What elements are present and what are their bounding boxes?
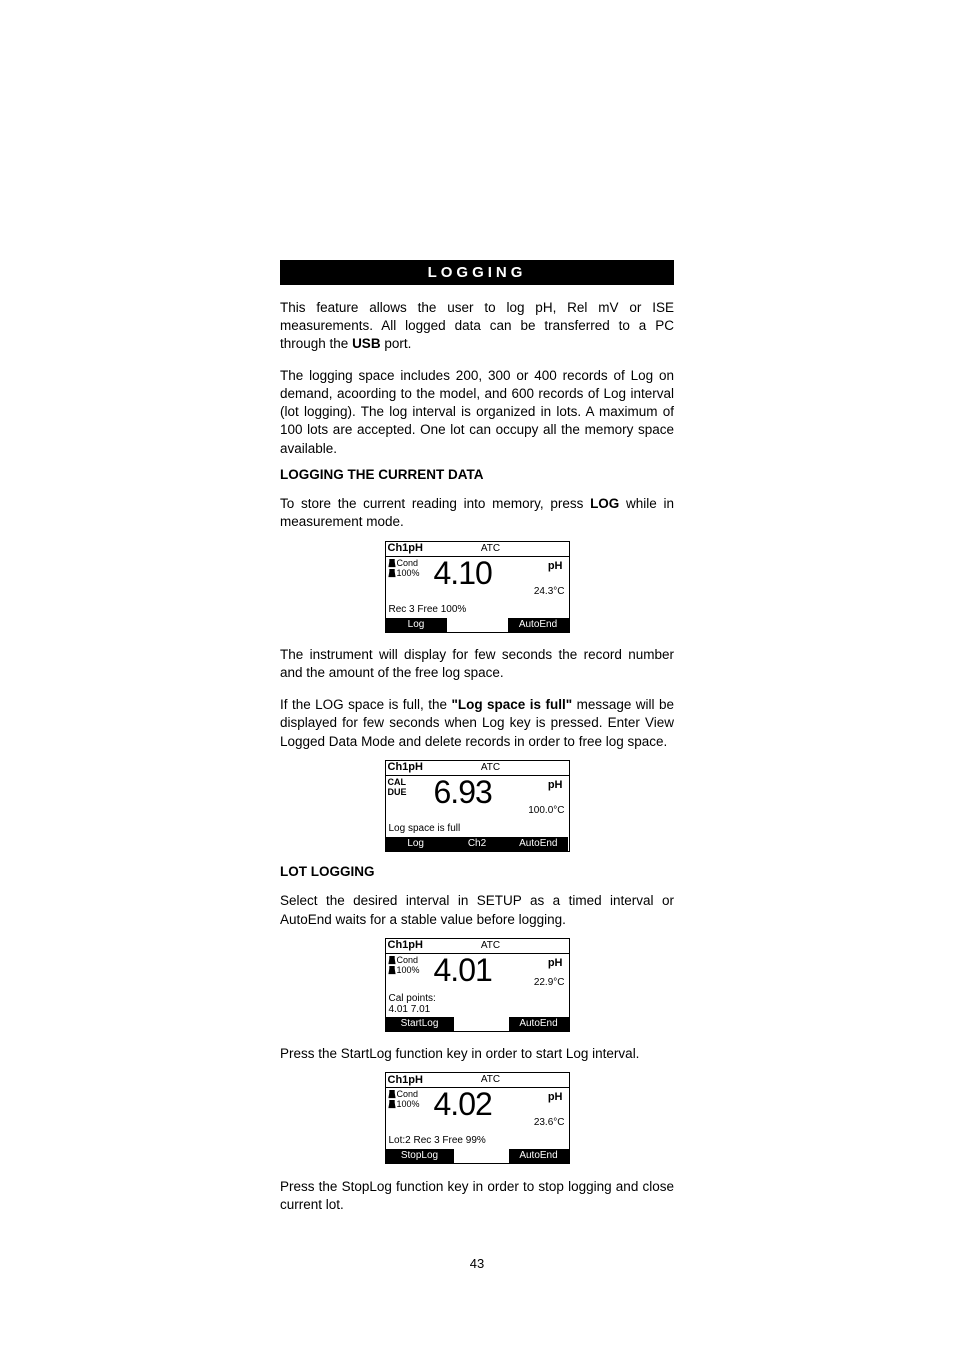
lcd-value: 4.01 — [434, 954, 492, 986]
beaker-icon — [388, 956, 396, 965]
beaker-icon — [388, 569, 396, 578]
paragraph-startlog: Press the StartLog function key in order… — [280, 1045, 674, 1063]
lcd-unit: pH — [548, 1092, 563, 1103]
lcd-screenshot-1: Ch1pH ATC Cond 100% 4.10 pH 24.3°C Rec 3… — [280, 541, 674, 633]
lcd-status: Cal points: 4.01 7.01 — [386, 992, 569, 1017]
lcd-screenshot-3: Ch1pH ATC Cond 100% 4.01 pH 22.9°C Cal p… — [280, 938, 674, 1032]
paragraph-intro: This feature allows the user to log pH, … — [280, 299, 674, 354]
lcd-cal-label: CAL — [388, 777, 407, 787]
lcd-atc: ATC — [443, 544, 539, 554]
lcd-display: Ch1pH ATC CAL DUE 6.93 pH 100.0°C Log sp… — [385, 760, 570, 852]
softkey-log: Log — [386, 837, 446, 851]
text: This feature allows the user to log pH, … — [280, 300, 674, 351]
text: port. — [381, 336, 412, 351]
beaker-icon — [388, 966, 396, 975]
lcd-atc: ATC — [443, 763, 539, 773]
lcd-screenshot-4: Ch1pH ATC Cond 100% 4.02 pH 23.6°C Lot:2… — [280, 1072, 674, 1164]
lcd-status: Rec 3 Free 100% — [386, 603, 569, 618]
lcd-main: Cond 100% 4.10 pH 24.3°C — [386, 557, 569, 603]
lcd-temperature: 24.3°C — [534, 587, 565, 597]
paragraph-record-display: The instrument will display for few seco… — [280, 646, 674, 682]
lcd-cond-label: Cond — [397, 558, 419, 568]
manual-page: LOGGING This feature allows the user to … — [0, 0, 954, 1351]
paragraph-select-interval: Select the desired interval in SETUP as … — [280, 892, 674, 928]
lcd-main: CAL DUE 6.93 pH 100.0°C — [386, 776, 569, 822]
lcd-softkeys: StartLog AutoEnd — [386, 1017, 569, 1031]
lcd-softkeys: Log Ch2 AutoEnd — [386, 837, 569, 851]
lcd-temperature: 23.6°C — [534, 1118, 565, 1128]
softkey-empty — [447, 618, 508, 632]
section-title: LOGGING — [280, 260, 674, 285]
lcd-main: Cond 100% 4.01 pH 22.9°C — [386, 954, 569, 992]
log-key-label: LOG — [590, 496, 619, 511]
usb-label: USB — [352, 336, 381, 351]
lcd-channel: Ch1pH — [386, 762, 443, 773]
text: To store the current reading into memory… — [280, 496, 590, 511]
lcd-unit: pH — [548, 780, 563, 791]
lcd-atc: ATC — [443, 941, 539, 951]
lcd-cal: CAL DUE — [388, 778, 407, 798]
lcd-display: Ch1pH ATC Cond 100% 4.02 pH 23.6°C Lot:2… — [385, 1072, 570, 1164]
softkey-empty — [454, 1149, 509, 1163]
lcd-channel: Ch1pH — [386, 543, 443, 554]
lcd-softkeys: StopLog AutoEnd — [386, 1149, 569, 1163]
lcd-atc: ATC — [443, 1075, 539, 1085]
lcd-display: Ch1pH ATC Cond 100% 4.01 pH 22.9°C Cal p… — [385, 938, 570, 1032]
lcd-unit: pH — [548, 958, 563, 969]
softkey-stoplog: StopLog — [386, 1149, 454, 1163]
paragraph-store: To store the current reading into memory… — [280, 495, 674, 531]
subheading-lot-logging: LOT LOGGING — [280, 864, 674, 879]
lcd-status: Lot:2 Rec 3 Free 99% — [386, 1134, 569, 1149]
softkey-autoend: AutoEnd — [508, 837, 568, 851]
lcd-temperature: 22.9°C — [534, 978, 565, 988]
lcd-cond-label: Cond — [397, 1089, 419, 1099]
softkey-autoend: AutoEnd — [509, 1149, 569, 1163]
softkey-log: Log — [386, 618, 447, 632]
lcd-value: 6.93 — [434, 776, 492, 808]
lcd-screenshot-2: Ch1pH ATC CAL DUE 6.93 pH 100.0°C Log sp… — [280, 760, 674, 852]
text: If the LOG space is full, the — [280, 697, 451, 712]
lcd-unit: pH — [548, 561, 563, 572]
beaker-icon — [388, 1100, 396, 1109]
lcd-cond-pct: 100% — [397, 1099, 420, 1109]
log-full-msg: "Log space is full" — [451, 697, 572, 712]
lcd-softkeys: Log AutoEnd — [386, 618, 569, 632]
lcd-value: 4.10 — [434, 557, 492, 589]
lcd-status: Log space is full — [386, 822, 569, 837]
softkey-autoend: AutoEnd — [508, 618, 569, 632]
lcd-calpoints-label: Cal points: — [389, 993, 436, 1004]
lcd-cond-pct: 100% — [397, 965, 420, 975]
lcd-channel: Ch1pH — [386, 940, 443, 951]
paragraph-space: The logging space includes 200, 300 or 4… — [280, 367, 674, 458]
lcd-due-label: DUE — [388, 787, 407, 797]
lcd-value: 4.02 — [434, 1088, 492, 1120]
lcd-cond: Cond 100% — [388, 956, 420, 976]
lcd-display: Ch1pH ATC Cond 100% 4.10 pH 24.3°C Rec 3… — [385, 541, 570, 633]
paragraph-stoplog: Press the StopLog function key in order … — [280, 1178, 674, 1214]
page-number: 43 — [0, 1256, 954, 1271]
lcd-main: Cond 100% 4.02 pH 23.6°C — [386, 1088, 569, 1134]
beaker-icon — [388, 559, 396, 568]
lcd-calpoints-values: 4.01 7.01 — [389, 1004, 431, 1015]
lcd-channel: Ch1pH — [386, 1075, 443, 1086]
lcd-cond-pct: 100% — [397, 568, 420, 578]
lcd-temperature: 100.0°C — [528, 806, 564, 816]
beaker-icon — [388, 1090, 396, 1099]
softkey-empty — [454, 1017, 509, 1031]
subheading-current-data: LOGGING THE CURRENT DATA — [280, 467, 674, 482]
softkey-ch2: Ch2 — [446, 837, 508, 851]
lcd-cond: Cond 100% — [388, 559, 420, 579]
lcd-cond: Cond 100% — [388, 1090, 420, 1110]
lcd-cond-label: Cond — [397, 955, 419, 965]
softkey-autoend: AutoEnd — [509, 1017, 569, 1031]
softkey-startlog: StartLog — [386, 1017, 454, 1031]
paragraph-log-full: If the LOG space is full, the "Log space… — [280, 696, 674, 751]
